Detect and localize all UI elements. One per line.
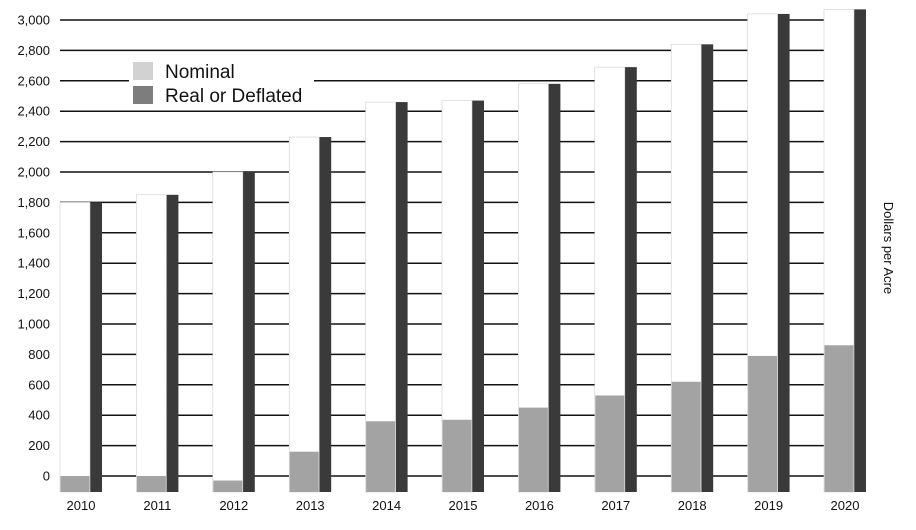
- legend: Nominal Real or Deflated: [129, 58, 314, 108]
- y-tick-label: 2,600: [17, 73, 50, 88]
- bar-real-2015: [442, 419, 472, 492]
- bar-nominal-2012: [212, 171, 244, 493]
- bar-real-2018: [671, 381, 701, 492]
- bar-real-2014: [366, 421, 396, 492]
- x-tick-label: 2013: [296, 498, 325, 513]
- bar-real-2013: [289, 451, 319, 492]
- x-tick-label: 2012: [219, 498, 248, 513]
- bar-side-2015: [472, 100, 484, 492]
- x-axis-ticks: 2010 2011 2012 2013 2014 2015 2016 2017 2018 2019…: [67, 498, 860, 513]
- bar-side-2011: [166, 194, 179, 493]
- y-tick-label: 2,400: [17, 104, 50, 119]
- x-tick-label: 2010: [67, 498, 96, 513]
- x-tick-label: 2017: [601, 498, 630, 513]
- bar-real-2017: [595, 395, 625, 492]
- bar-real-2012: [213, 480, 243, 492]
- bar-side-2012: [242, 172, 255, 492]
- legend-label-real-or-deflated: Real or Deflated: [165, 86, 302, 107]
- legend-background: [129, 58, 314, 108]
- bar-side-2018: [701, 44, 714, 492]
- bar-real-2019: [748, 355, 778, 492]
- y-tick-label: 400: [28, 408, 50, 423]
- x-tick-label: 2019: [754, 498, 783, 513]
- bar-side-2014: [395, 102, 408, 492]
- bar-real-2020: [824, 345, 854, 492]
- bar-side-2017: [624, 67, 637, 493]
- x-tick-label: 2018: [678, 498, 707, 513]
- y-tick-label: 2,200: [17, 134, 50, 149]
- y-tick-label: 0: [43, 469, 50, 484]
- y-tick-label: 2,800: [17, 43, 50, 58]
- y-tick-label: 1,200: [17, 286, 50, 301]
- bar-nominal-2011: [136, 194, 167, 493]
- bar-side-2013: [319, 137, 332, 493]
- y-tick-label: 1,800: [17, 195, 50, 210]
- y-tick-label: 2,000: [17, 165, 50, 180]
- bar-side-2016: [548, 83, 561, 492]
- y-tick-label: 3,000: [17, 13, 50, 28]
- bar-real-2016: [518, 407, 548, 492]
- y-tick-label: 200: [28, 438, 50, 453]
- legend-swatch-nominal: [133, 62, 153, 80]
- bar-real-2011: [136, 476, 166, 492]
- bar-side-2020: [854, 9, 866, 493]
- bar-real-2010: [60, 476, 90, 492]
- x-tick-label: 2015: [449, 498, 478, 513]
- y-tick-label: 1,000: [17, 317, 50, 332]
- bar-nominal-2010: [59, 202, 91, 493]
- bar-nominal-2013: [288, 136, 320, 493]
- legend-swatch-real-or-deflated: [133, 86, 153, 104]
- y-tick-label: 1,600: [17, 225, 50, 240]
- legend-label-nominal: Nominal: [165, 62, 235, 83]
- x-tick-label: 2020: [831, 498, 860, 513]
- bar-side-2019: [777, 13, 790, 492]
- y-axis-title: Dollars per Acre: [881, 202, 896, 294]
- y-axis-ticks: 0 200 400 600 800 1,000 1,200 1,400 1,600 1,800 2,…: [17, 13, 50, 484]
- x-tick-label: 2011: [143, 498, 171, 513]
- bars: [59, 9, 866, 493]
- bar-side-2010: [90, 202, 102, 492]
- y-tick-label: 800: [28, 347, 50, 362]
- y-tick-label: 1,400: [17, 256, 50, 271]
- x-tick-label: 2014: [372, 498, 401, 513]
- y-tick-label: 600: [28, 377, 50, 392]
- x-tick-label: 2016: [525, 498, 554, 513]
